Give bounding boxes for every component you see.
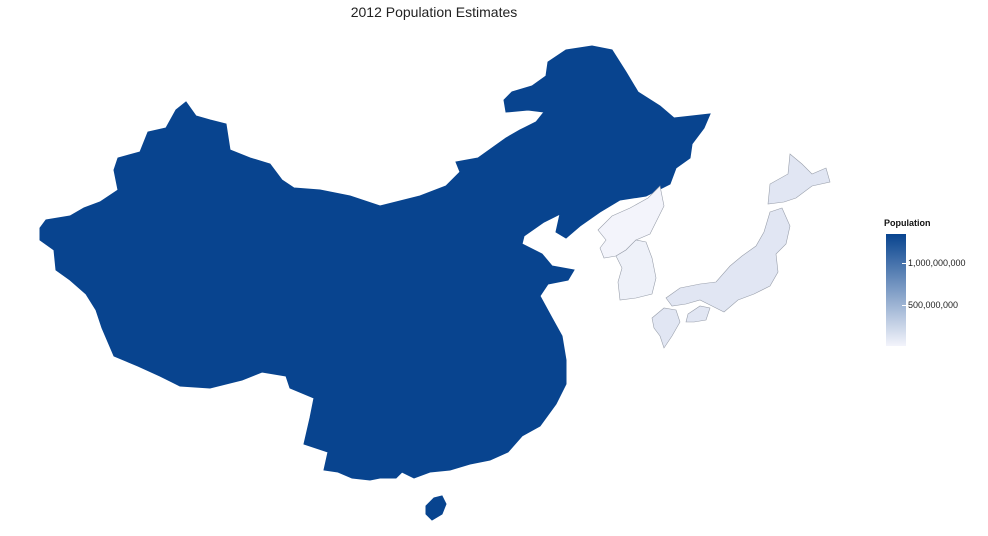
region-japan-kyushu[interactable] (651, 307, 681, 349)
region-japan-hokkaido[interactable] (767, 153, 831, 205)
region-north-korea[interactable] (597, 185, 665, 259)
legend-tick-label: 1,000,000,000 (902, 257, 966, 268)
legend-color-bar (886, 234, 906, 346)
region-japan-shikoku[interactable] (685, 305, 711, 323)
region-china-hainan[interactable] (425, 495, 447, 521)
region-japan-honshu[interactable] (665, 207, 791, 313)
map-title: 2012 Population Estimates (350, 4, 518, 20)
legend-tick-label: 500,000,000 (901, 299, 959, 310)
legend-title: Population (884, 218, 931, 228)
region-china[interactable] (39, 45, 711, 481)
legend: Population 1,000,000,000 500,000,000 (884, 218, 984, 346)
region-south-korea[interactable] (615, 239, 657, 301)
